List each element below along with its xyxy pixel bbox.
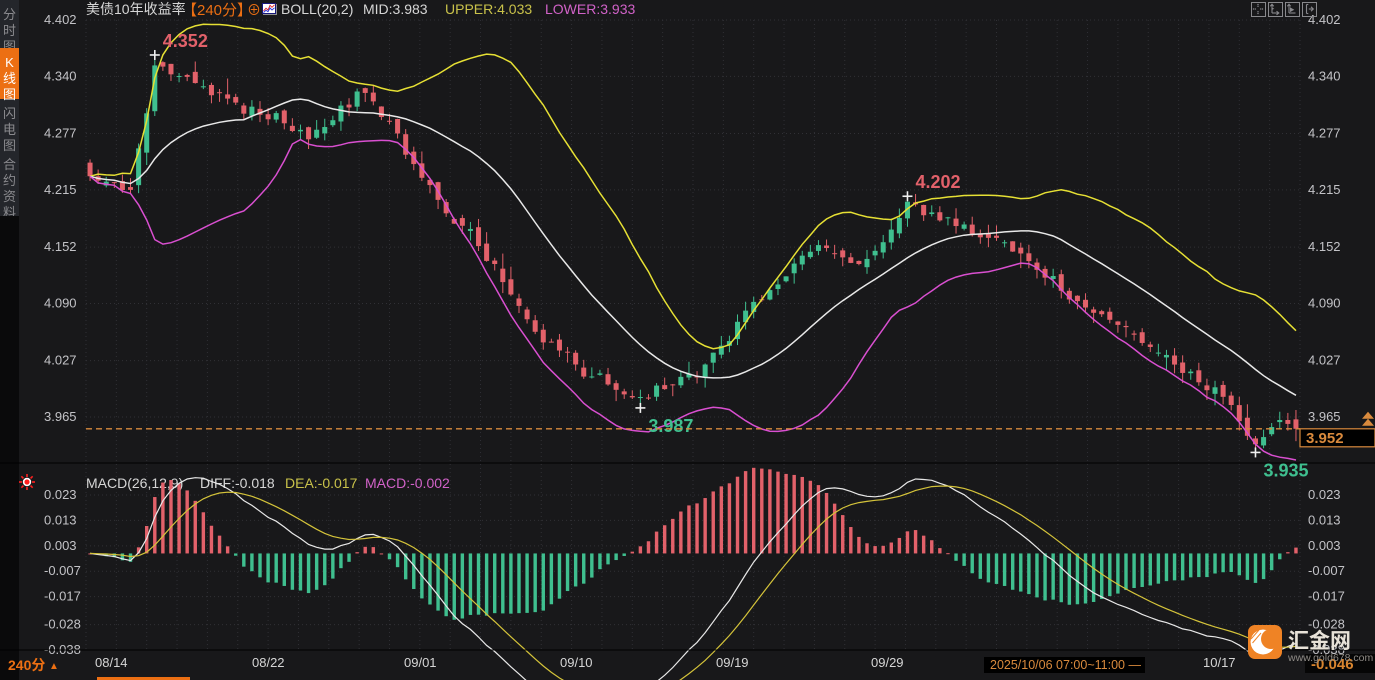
svg-text:DIFF:-0.018: DIFF:-0.018 <box>200 475 275 491</box>
svg-text:美债10年收益率: 美债10年收益率 <box>86 1 186 17</box>
svg-text:0.023: 0.023 <box>44 487 77 502</box>
svg-text:MID:3.983: MID:3.983 <box>363 1 428 17</box>
svg-text:3.935: 3.935 <box>1263 460 1308 480</box>
svg-text:4.152: 4.152 <box>1308 239 1341 254</box>
svg-text:【240分】: 【240分】 <box>182 2 252 19</box>
svg-text:MACD:-0.002: MACD:-0.002 <box>365 475 450 491</box>
svg-text:4.152: 4.152 <box>44 239 77 254</box>
svg-text:DEA:-0.017: DEA:-0.017 <box>285 475 358 491</box>
svg-text:4.090: 4.090 <box>1308 295 1341 310</box>
svg-text:4.215: 4.215 <box>1308 182 1341 197</box>
svg-text:3.965: 3.965 <box>1308 409 1341 424</box>
svg-text:UPPER:4.033: UPPER:4.033 <box>445 1 532 17</box>
svg-text:4.340: 4.340 <box>44 68 77 83</box>
svg-text:4.090: 4.090 <box>44 295 77 310</box>
svg-text:10/17: 10/17 <box>1203 655 1236 670</box>
svg-text:4.402: 4.402 <box>44 12 77 27</box>
svg-text:09/10: 09/10 <box>560 655 593 670</box>
svg-text:4.352: 4.352 <box>163 31 208 51</box>
svg-text:09/01: 09/01 <box>404 655 437 670</box>
svg-text:LOWER:3.933: LOWER:3.933 <box>545 1 635 17</box>
svg-text:0.023: 0.023 <box>1308 487 1341 502</box>
svg-text:3.952: 3.952 <box>1306 430 1344 447</box>
svg-text:4.277: 4.277 <box>1308 126 1341 141</box>
svg-text:0.013: 0.013 <box>44 512 77 527</box>
svg-text:▲: ▲ <box>49 661 59 672</box>
svg-text:-0.017: -0.017 <box>44 589 81 604</box>
svg-text:4.340: 4.340 <box>1308 68 1341 83</box>
svg-text:08/14: 08/14 <box>95 655 128 670</box>
svg-text:4.202: 4.202 <box>915 172 960 192</box>
svg-text:240分: 240分 <box>8 657 45 673</box>
svg-text:4.277: 4.277 <box>44 126 77 141</box>
svg-text:-0.028: -0.028 <box>44 617 81 632</box>
svg-text:4.027: 4.027 <box>44 353 77 368</box>
svg-text:BOLL(20,2): BOLL(20,2) <box>281 1 353 17</box>
svg-text:⊕: ⊕ <box>247 2 261 18</box>
svg-text:0.003: 0.003 <box>1308 538 1341 553</box>
svg-text:4.402: 4.402 <box>1308 12 1341 27</box>
svg-text:-0.007: -0.007 <box>44 563 81 578</box>
svg-text:-0.017: -0.017 <box>1308 589 1345 604</box>
svg-text:www.gold678.com: www.gold678.com <box>1287 652 1373 664</box>
svg-text:08/22: 08/22 <box>252 655 285 670</box>
svg-text:0.003: 0.003 <box>44 538 77 553</box>
svg-text:MACD(26,12,9): MACD(26,12,9) <box>86 475 183 491</box>
svg-text:2025/10/06 07:00~11:00 —: 2025/10/06 07:00~11:00 — <box>990 658 1141 672</box>
svg-text:09/19: 09/19 <box>716 655 749 670</box>
svg-text:-0.007: -0.007 <box>1308 563 1345 578</box>
svg-text:09/29: 09/29 <box>871 655 904 670</box>
svg-text:4.027: 4.027 <box>1308 353 1341 368</box>
svg-text:0.013: 0.013 <box>1308 512 1341 527</box>
svg-text:3.965: 3.965 <box>44 409 77 424</box>
svg-text:4.215: 4.215 <box>44 182 77 197</box>
svg-text:汇金网: 汇金网 <box>1288 629 1351 653</box>
svg-text:3.987: 3.987 <box>648 416 693 436</box>
